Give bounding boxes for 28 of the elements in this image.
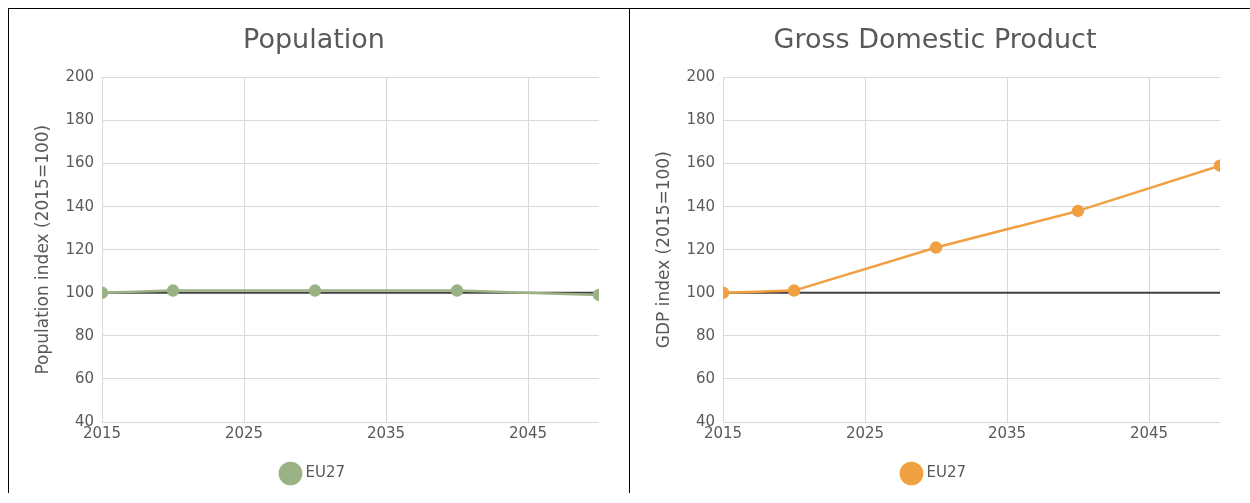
y-tick-label: 100 [65,282,95,301]
y-tick-label: 120 [65,239,95,258]
y-tick-label: 180 [686,110,716,129]
x-tick-label: 2035 [366,423,406,442]
y-tick-label: 160 [686,153,716,172]
y-tick-label: 80 [74,325,95,344]
chart-title: Gross Domestic Product [773,23,1097,55]
y-tick-label: 140 [686,196,716,215]
legend-label: EU27 [926,463,967,482]
y-tick-label: 200 [686,67,716,86]
y-tick-label: 160 [65,153,95,172]
y-tick-label: 140 [65,196,95,215]
y-axis-title: GDP index (2015=100) [652,151,673,349]
y-tick-label: 180 [65,110,95,129]
x-tick-label: 2025 [845,423,885,442]
x-tick-label: 2045 [1129,423,1169,442]
x-tick-label: 2035 [987,423,1027,442]
y-axis-title: Population index (2015=100) [31,124,52,375]
legend-label: EU27 [305,463,346,482]
x-tick-label: 2025 [224,423,264,442]
y-tick-label: 60 [74,368,95,387]
x-tick-label: 2045 [508,423,548,442]
y-tick-label: 100 [686,282,716,301]
y-tick-label: 120 [686,239,716,258]
y-tick-label: 80 [695,325,716,344]
y-tick-label: 200 [65,67,95,86]
chart-title: Population [243,23,385,55]
y-tick-label: 60 [695,368,716,387]
